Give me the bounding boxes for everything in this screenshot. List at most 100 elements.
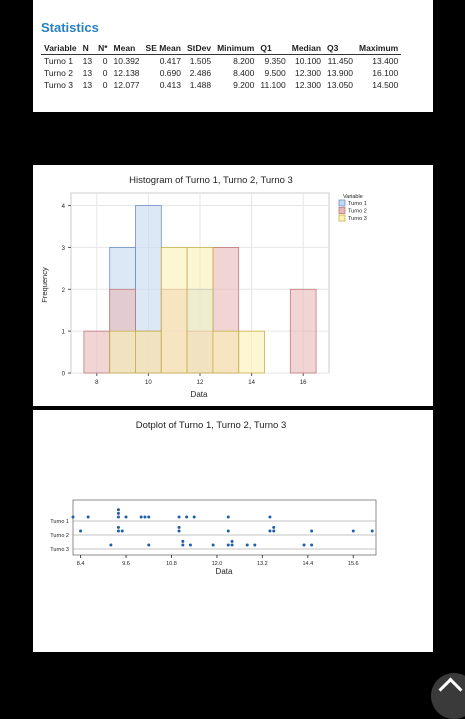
dotplot-point <box>181 543 185 547</box>
dotplot-point <box>351 529 355 533</box>
dotplot-point <box>124 515 128 519</box>
cell-n: 13 <box>82 80 93 90</box>
dotplot-x-tick-label: 10.8 <box>166 561 177 567</box>
dotplot-point <box>143 515 147 519</box>
histogram-bar <box>160 247 188 374</box>
dotplot-point <box>268 529 272 533</box>
header-minimum: Minimum <box>214 42 258 55</box>
table-row: Turno 1 13 0 10.392 0.417 1.505 8.200 9.… <box>41 55 401 68</box>
histogram-x-tick-label: 16 <box>300 380 307 386</box>
histogram-xlabel: Data <box>191 390 208 399</box>
dotplot-point <box>116 525 120 529</box>
histogram-x-tick-label: 14 <box>248 380 255 386</box>
dotplot-chart: Dotplot of Turno 1, Turno 2, Turno 3 Dat… <box>50 420 377 576</box>
histogram-bar <box>135 330 162 374</box>
dotplot-point <box>177 529 181 533</box>
histogram-bar <box>212 330 240 374</box>
dotplot-point <box>272 525 276 529</box>
dotplot-point <box>310 529 314 533</box>
histogram-y-tick-label: 1 <box>62 330 66 336</box>
histogram-chart: Histogram of Turno 1, Turno 2, Turno 3 D… <box>40 175 367 399</box>
legend-swatch <box>338 214 346 222</box>
dotplot-row-label: Turno 3 <box>50 547 69 553</box>
dotplot-point <box>185 515 189 519</box>
header-variable: Variable <box>41 42 80 55</box>
histogram-bar <box>289 288 317 374</box>
cell-mean: 12.077 <box>113 80 140 90</box>
statistics-header-row: Variable N N* Mean SE Mean StDev Minimum… <box>41 42 402 55</box>
cell-stdev: 1.488 <box>189 80 212 90</box>
dotplot-point <box>116 529 120 533</box>
histogram-bar <box>109 330 136 374</box>
histogram-y-tick-label: 0 <box>62 372 66 378</box>
cell-n-star: 0 <box>102 56 108 66</box>
dotplot-point <box>177 525 181 529</box>
dotplot-point <box>253 543 257 547</box>
cell-q1: 9.350 <box>264 56 286 66</box>
cell-se-mean: 0.417 <box>159 56 181 66</box>
dotplot-point <box>230 543 234 547</box>
dotplot-point <box>120 529 124 533</box>
histogram-bar <box>186 247 214 374</box>
histogram-y-tick-label: 3 <box>62 246 66 252</box>
legend-swatch <box>338 207 346 214</box>
histogram-x-tick-label: 10 <box>145 380 152 386</box>
cell-q1: 9.500 <box>264 68 286 78</box>
cell-variable: Turno 1 <box>44 56 73 66</box>
scroll-top-button[interactable] <box>431 673 465 719</box>
dotplot-x-tick-label: 14.4 <box>302 561 313 567</box>
dotplot-plot-area <box>72 499 377 556</box>
table-row: Turno 3 13 0 12.077 0.413 1.488 9.200 11… <box>41 79 401 91</box>
dotplot-panel: Dotplot of Turno 1, Turno 2, Turno 3 Dat… <box>33 410 433 652</box>
dotplot-point <box>181 539 185 543</box>
cell-n-star: 0 <box>102 80 108 90</box>
cell-maximum: 16.100 <box>372 68 399 78</box>
dotplot-point <box>116 515 120 519</box>
histogram-x-tick-label: 12 <box>197 380 204 386</box>
dotplot-point <box>188 543 192 547</box>
dotplot-point <box>147 515 151 519</box>
cell-mean: 10.392 <box>113 56 140 66</box>
cell-variable: Turno 2 <box>44 68 73 78</box>
dotplot-point <box>226 543 230 547</box>
cell-minimum: 8.200 <box>233 56 255 66</box>
cell-q3: 11.450 <box>327 56 354 66</box>
histogram-y-tick-label: 2 <box>62 288 66 294</box>
cell-q3: 13.050 <box>327 80 354 90</box>
cell-n: 13 <box>82 56 93 66</box>
dotplot-point <box>116 508 120 512</box>
dotplot-point <box>268 515 272 519</box>
cell-n-star: 0 <box>102 68 108 78</box>
header-se-mean: SE Mean <box>142 42 184 55</box>
cell-q3: 13.900 <box>327 68 354 78</box>
statistics-table: Variable N N* Mean SE Mean StDev Minimum… <box>41 42 402 91</box>
dotplot-x-tick-label: 9.6 <box>122 561 130 567</box>
header-n: N <box>79 42 96 55</box>
legend-title: Variable <box>343 194 363 200</box>
histogram-panel: Histogram of Turno 1, Turno 2, Turno 3 D… <box>33 165 433 406</box>
cell-median: 10.100 <box>295 56 322 66</box>
header-mean: Mean <box>110 42 143 55</box>
dotplot-point <box>177 515 181 519</box>
dotplot-point <box>302 543 306 547</box>
histogram-bar <box>238 330 265 374</box>
header-maximum: Maximum <box>356 42 402 55</box>
dotplot-title: Dotplot of Turno 1, Turno 2, Turno 3 <box>136 420 287 431</box>
cell-median: 12.300 <box>295 68 322 78</box>
cell-n: 13 <box>82 68 93 78</box>
dotplot-x-tick-label: 15.6 <box>348 561 359 567</box>
dotplot-point <box>71 515 75 519</box>
dotplot-x-tick-label: 8.4 <box>77 561 85 567</box>
cell-maximum: 13.400 <box>372 56 399 66</box>
statistics-title: Statistics <box>41 20 99 35</box>
dotplot-point <box>192 515 196 519</box>
dotplot-point <box>226 529 230 533</box>
dotplot-x-tick-label: 13.2 <box>257 561 268 567</box>
cell-stdev: 2.486 <box>189 68 212 78</box>
dotplot-row-label: Turno 1 <box>50 519 69 525</box>
cell-se-mean: 0.413 <box>159 80 181 90</box>
header-stdev: StDev <box>183 42 215 55</box>
dotplot-point <box>245 543 249 547</box>
legend-swatch <box>338 199 346 207</box>
dotplot-point <box>230 539 234 543</box>
